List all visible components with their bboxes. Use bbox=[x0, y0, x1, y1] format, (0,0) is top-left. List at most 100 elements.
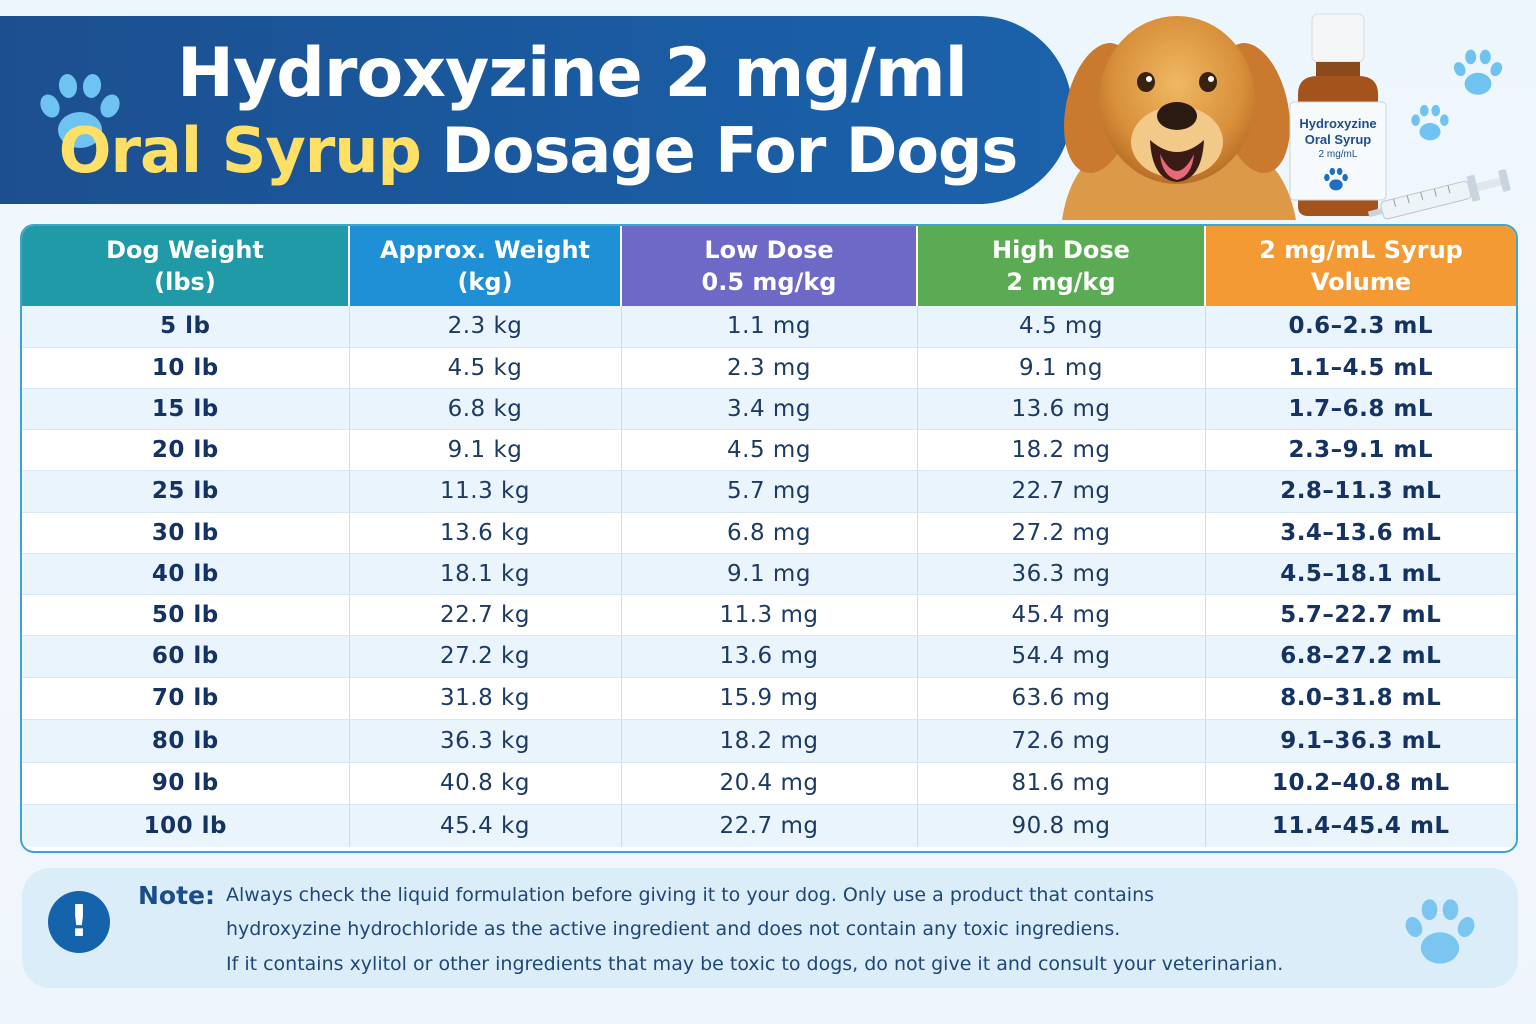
cell-approx-weight: 31.8 kg bbox=[349, 677, 622, 720]
note-text-line: Always check the liquid formulation befo… bbox=[226, 884, 1155, 906]
cell-dog-weight: 30 lb bbox=[22, 512, 350, 554]
cell-dog-weight: 15 lb bbox=[22, 388, 350, 430]
table-row: 15 lb 6.8 kg 3.4 mg 13.6 mg 1.7–6.8 mL bbox=[22, 388, 1516, 430]
cell-syrup-volume: 3.4–13.6 mL bbox=[1205, 512, 1516, 554]
cell-high-dose: 22.7 mg bbox=[917, 470, 1206, 513]
cell-dog-weight: 80 lb bbox=[22, 719, 350, 763]
cell-high-dose: 4.5 mg bbox=[917, 306, 1206, 348]
title-rest: Dosage For Dogs bbox=[441, 114, 1018, 187]
golden-retriever-illustration bbox=[1062, 16, 1296, 220]
cell-low-dose: 3.4 mg bbox=[621, 388, 918, 430]
cell-low-dose: 5.7 mg bbox=[621, 470, 918, 513]
cell-approx-weight: 13.6 kg bbox=[349, 512, 622, 554]
cell-approx-weight: 6.8 kg bbox=[349, 388, 622, 430]
cell-high-dose: 13.6 mg bbox=[917, 388, 1206, 430]
cell-syrup-volume: 4.5–18.1 mL bbox=[1205, 553, 1516, 595]
header-dog-weight: Dog Weight (lbs) bbox=[22, 226, 350, 306]
header-syrup-volume: 2 mg/mL Syrup Volume bbox=[1205, 226, 1516, 306]
table-header-row: Dog Weight (lbs) Approx. Weight (kg) Low D… bbox=[22, 226, 1516, 306]
note-text-line: If it contains xylitol or other ingredie… bbox=[226, 953, 1284, 975]
cell-low-dose: 15.9 mg bbox=[621, 677, 918, 720]
cell-low-dose: 1.1 mg bbox=[621, 306, 918, 348]
cell-syrup-volume: 9.1–36.3 mL bbox=[1205, 719, 1516, 763]
table-row: 80 lb 36.3 kg 18.2 mg 72.6 mg 9.1–36.3 mL bbox=[22, 719, 1516, 763]
cell-syrup-volume: 11.4–45.4 mL bbox=[1205, 804, 1516, 847]
cell-approx-weight: 36.3 kg bbox=[349, 719, 622, 763]
cell-syrup-volume: 1.7–6.8 mL bbox=[1205, 388, 1516, 430]
header-low-dose: Low Dose 0.5 mg/kg bbox=[621, 226, 918, 306]
cell-dog-weight: 100 lb bbox=[22, 804, 350, 847]
cell-low-dose: 9.1 mg bbox=[621, 553, 918, 595]
cell-low-dose: 11.3 mg bbox=[621, 594, 918, 636]
dosage-table: Dog Weight (lbs) Approx. Weight (kg) Low D… bbox=[20, 224, 1518, 853]
cell-dog-weight: 40 lb bbox=[22, 553, 350, 595]
table-row: 70 lb 31.8 kg 15.9 mg 63.6 mg 8.0–31.8 mL bbox=[22, 677, 1516, 720]
cell-syrup-volume: 8.0–31.8 mL bbox=[1205, 677, 1516, 720]
table-row: 40 lb 18.1 kg 9.1 mg 36.3 mg 4.5–18.1 mL bbox=[22, 553, 1516, 595]
paw-print-icon bbox=[1324, 167, 1348, 191]
page-subtitle: Oral Syrup Dosage For Dogs bbox=[18, 114, 1058, 187]
exclamation-icon: ! bbox=[48, 891, 110, 953]
cell-low-dose: 22.7 mg bbox=[621, 804, 918, 847]
paw-print-icon bbox=[40, 74, 120, 148]
paw-print-icon bbox=[1405, 899, 1475, 964]
table-row: 10 lb 4.5 kg 2.3 mg 9.1 mg 1.1–4.5 mL bbox=[22, 347, 1516, 389]
cell-approx-weight: 4.5 kg bbox=[349, 347, 622, 389]
cell-approx-weight: 9.1 kg bbox=[349, 429, 622, 471]
table-row: 30 lb 13.6 kg 6.8 mg 27.2 mg 3.4–13.6 mL bbox=[22, 512, 1516, 554]
cell-approx-weight: 27.2 kg bbox=[349, 635, 622, 678]
cell-dog-weight: 25 lb bbox=[22, 470, 350, 513]
cell-high-dose: 90.8 mg bbox=[917, 804, 1206, 847]
cell-approx-weight: 45.4 kg bbox=[349, 804, 622, 847]
cell-high-dose: 27.2 mg bbox=[917, 512, 1206, 554]
cell-low-dose: 13.6 mg bbox=[621, 635, 918, 678]
cell-high-dose: 18.2 mg bbox=[917, 429, 1206, 471]
cell-low-dose: 4.5 mg bbox=[621, 429, 918, 471]
cell-syrup-volume: 5.7–22.7 mL bbox=[1205, 594, 1516, 636]
cell-low-dose: 20.4 mg bbox=[621, 762, 918, 805]
table-row: 60 lb 27.2 kg 13.6 mg 54.4 mg 6.8–27.2 mL bbox=[22, 635, 1516, 678]
cell-low-dose: 6.8 mg bbox=[621, 512, 918, 554]
paw-print-icon bbox=[1453, 49, 1503, 95]
page-title: Hydroxyzine 2 mg/ml bbox=[177, 34, 968, 113]
syringe-illustration bbox=[1367, 169, 1511, 220]
table-row: 90 lb 40.8 kg 20.4 mg 81.6 mg 10.2–40.8 mL bbox=[22, 762, 1516, 805]
cell-dog-weight: 20 lb bbox=[22, 429, 350, 471]
cell-approx-weight: 2.3 kg bbox=[349, 306, 622, 348]
note-box bbox=[22, 868, 1518, 988]
cell-approx-weight: 40.8 kg bbox=[349, 762, 622, 805]
cell-syrup-volume: 10.2–40.8 mL bbox=[1205, 762, 1516, 805]
cell-high-dose: 81.6 mg bbox=[917, 762, 1206, 805]
cell-syrup-volume: 2.8–11.3 mL bbox=[1205, 470, 1516, 513]
cell-low-dose: 18.2 mg bbox=[621, 719, 918, 763]
bottle-label-line3: 2 mg/mL bbox=[1318, 149, 1358, 160]
table-row: 25 lb 11.3 kg 5.7 mg 22.7 mg 2.8–11.3 mL bbox=[22, 470, 1516, 513]
bottle-label: Hydroxyzine Oral Syrup 2 mg/mL bbox=[1290, 116, 1386, 162]
bottle-label-line1: Hydroxyzine bbox=[1299, 116, 1377, 131]
cell-dog-weight: 70 lb bbox=[22, 677, 350, 720]
cell-syrup-volume: 2.3–9.1 mL bbox=[1205, 429, 1516, 471]
cell-approx-weight: 22.7 kg bbox=[349, 594, 622, 636]
title-banner bbox=[0, 16, 1072, 204]
cell-high-dose: 36.3 mg bbox=[917, 553, 1206, 595]
note-label: Note: bbox=[138, 881, 216, 910]
cell-approx-weight: 11.3 kg bbox=[349, 470, 622, 513]
note-text-line: hydroxyzine hydrochloride as the active … bbox=[226, 918, 1121, 940]
cell-high-dose: 45.4 mg bbox=[917, 594, 1206, 636]
table-row: 50 lb 22.7 kg 11.3 mg 45.4 mg 5.7–22.7 mL bbox=[22, 594, 1516, 636]
cell-high-dose: 9.1 mg bbox=[917, 347, 1206, 389]
cell-dog-weight: 90 lb bbox=[22, 762, 350, 805]
cell-dog-weight: 10 lb bbox=[22, 347, 350, 389]
cell-high-dose: 63.6 mg bbox=[917, 677, 1206, 720]
table-row: 100 lb 45.4 kg 22.7 mg 90.8 mg 11.4–45.4 mL bbox=[22, 804, 1516, 847]
cell-syrup-volume: 6.8–27.2 mL bbox=[1205, 635, 1516, 678]
syrup-bottle-illustration bbox=[1289, 13, 1387, 216]
cell-dog-weight: 5 lb bbox=[22, 306, 350, 348]
cell-dog-weight: 50 lb bbox=[22, 594, 350, 636]
table-row: 20 lb 9.1 kg 4.5 mg 18.2 mg 2.3–9.1 mL bbox=[22, 429, 1516, 471]
cell-approx-weight: 18.1 kg bbox=[349, 553, 622, 595]
cell-low-dose: 2.3 mg bbox=[621, 347, 918, 389]
header-high-dose: High Dose 2 mg/kg bbox=[917, 226, 1206, 306]
paw-print-icon bbox=[1411, 104, 1449, 141]
cell-high-dose: 72.6 mg bbox=[917, 719, 1206, 763]
